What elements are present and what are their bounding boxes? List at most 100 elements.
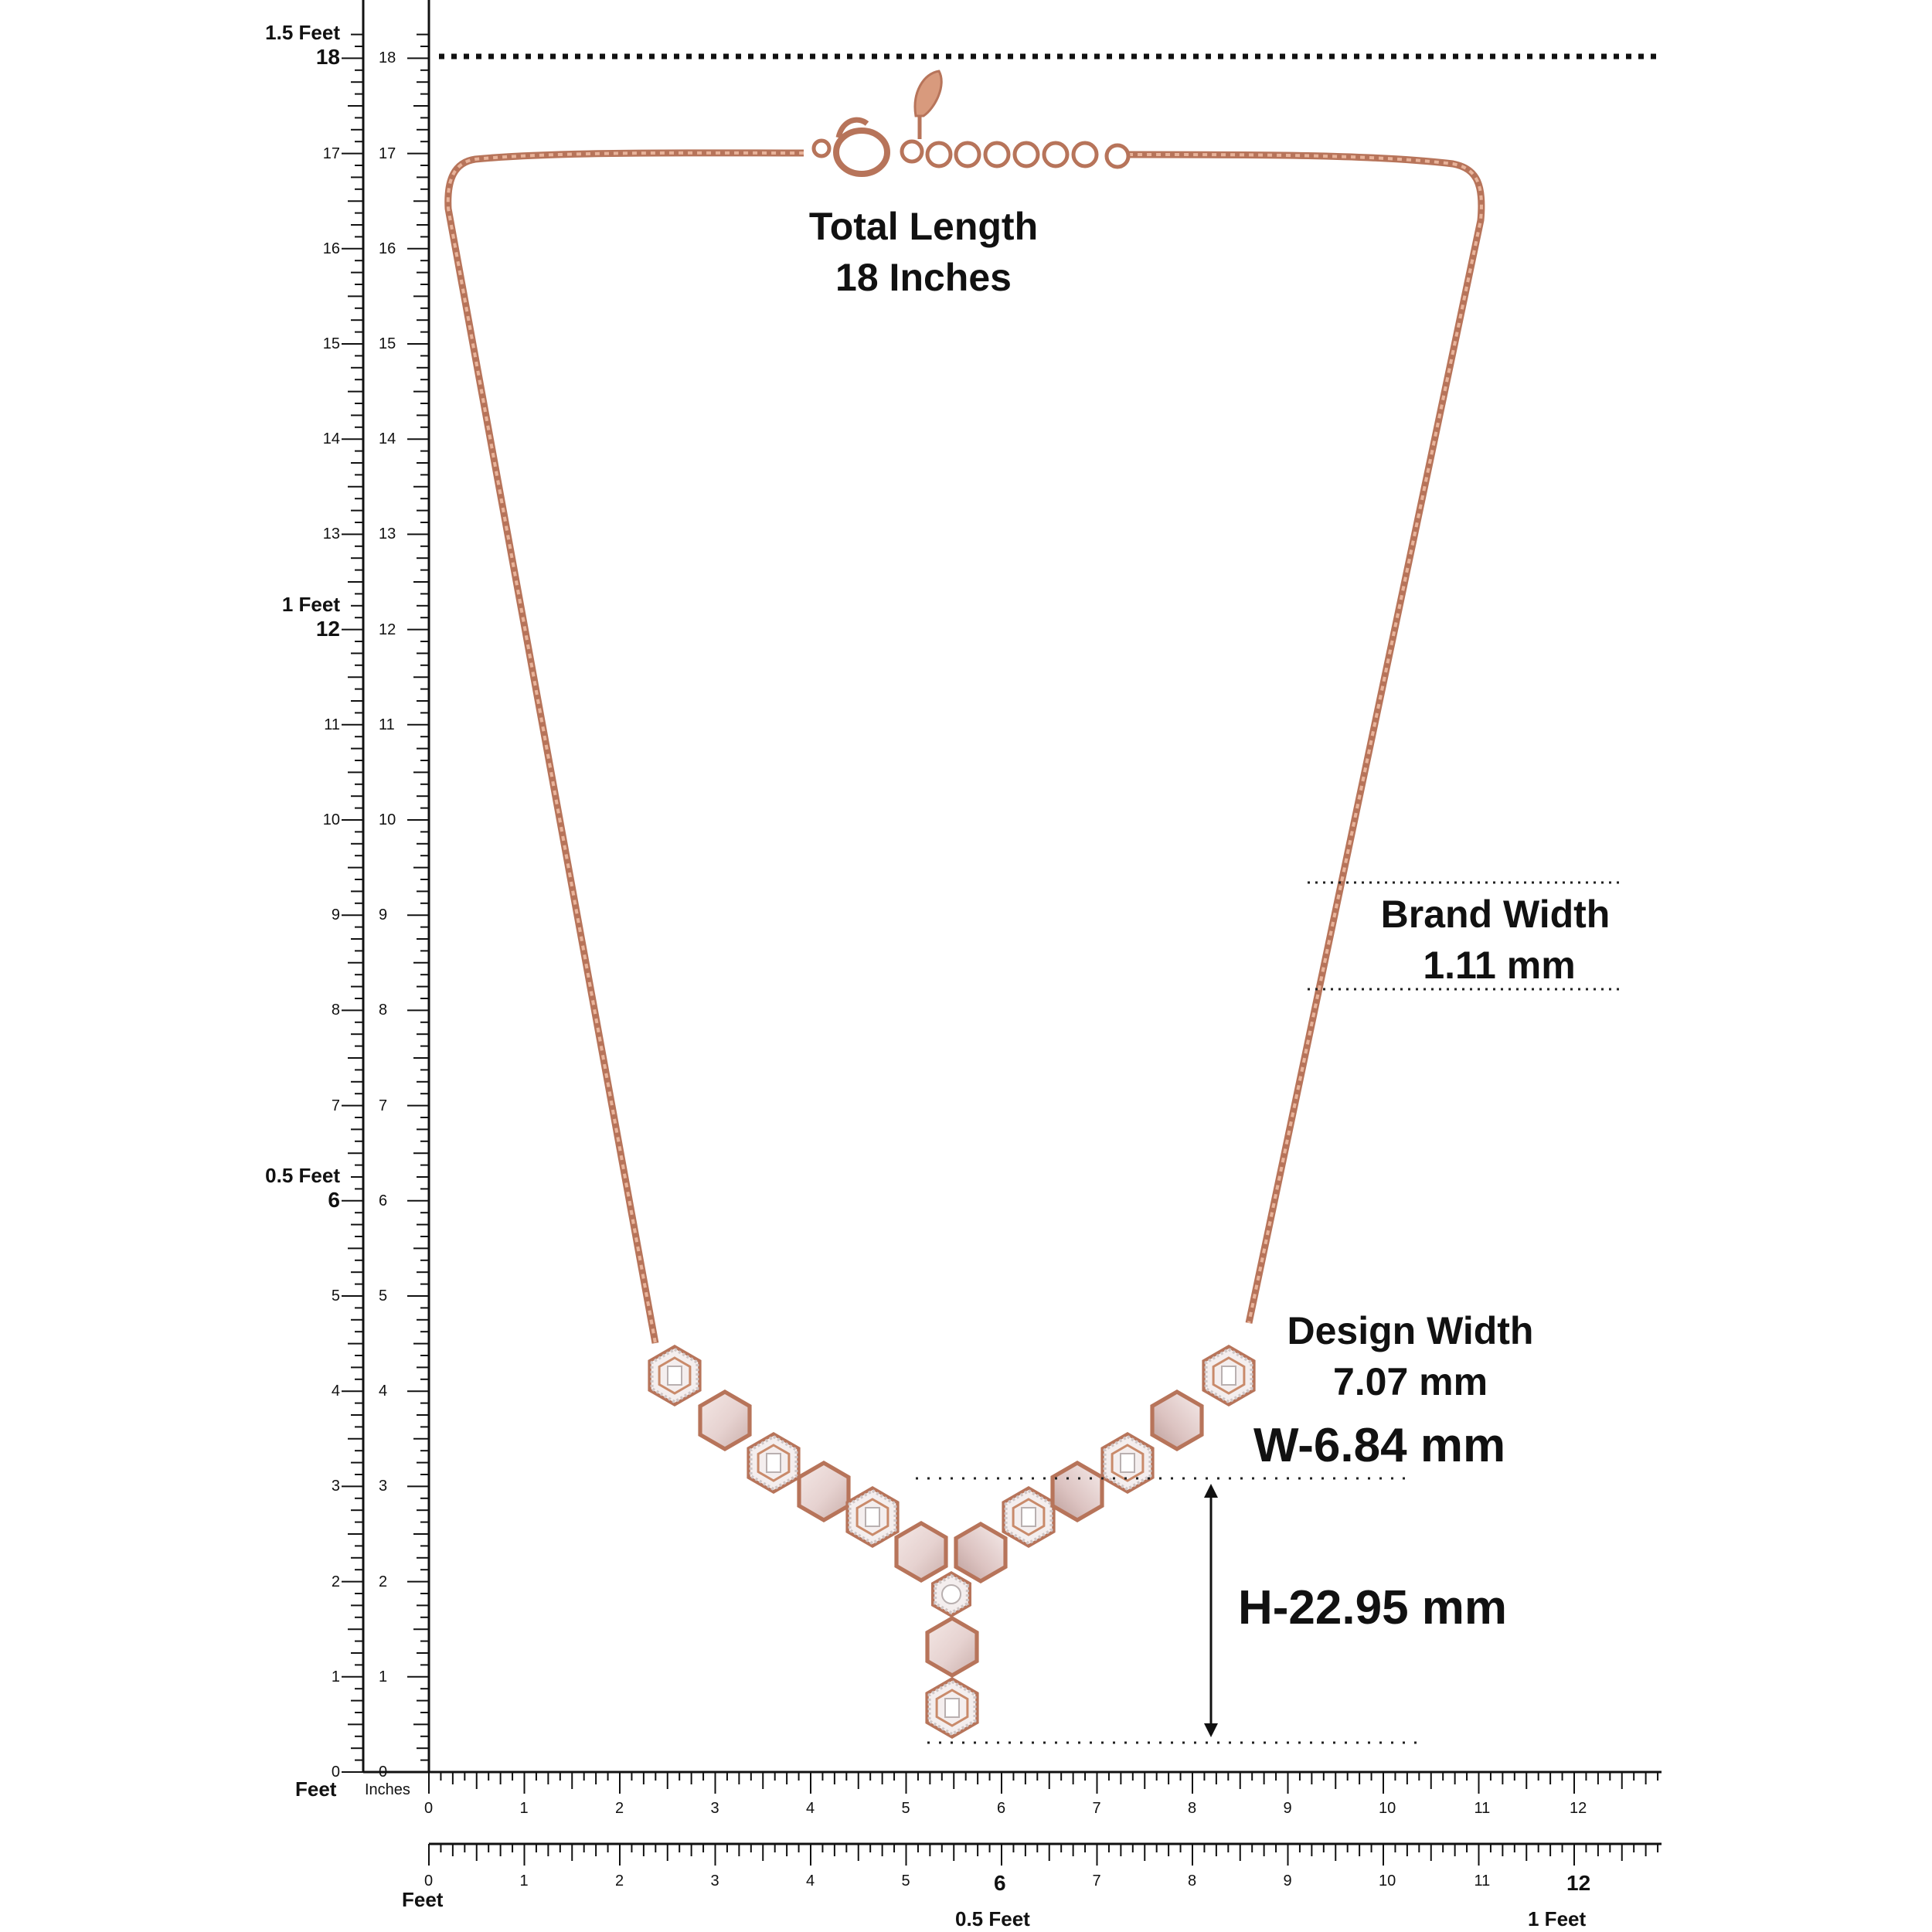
horizontal-feet-marker: 0.5 Feet (955, 1907, 1030, 1930)
pearl-hexagon (797, 1461, 851, 1522)
vertical-ruler-left-mark: 16 (322, 240, 340, 257)
stone-hexagon (845, 1486, 900, 1548)
horizontal-ruler-bottom-mark: 5 (901, 1872, 910, 1889)
horizontal-ruler-top-mark: 11 (1474, 1800, 1491, 1817)
vertical-ruler-right-mark: 15 (379, 335, 396, 352)
total-length-label: Total Length 18 Inches (773, 207, 1074, 297)
vertical-ruler-left-mark: 0 (331, 1764, 340, 1781)
stone-hexagon (931, 1571, 971, 1617)
hexagon-pendant (648, 1345, 1256, 1739)
vertical-ruler-right-mark: 18 (379, 49, 396, 67)
vertical-feet-marker: 1.5 Feet (265, 21, 340, 45)
vertical-ruler-feet-unit: Feet (295, 1777, 337, 1801)
vertical-ruler-left-mark: 14 (322, 430, 340, 448)
horizontal-ruler-top-mark: 1 (519, 1800, 529, 1817)
vertical-ruler-right-mark: 9 (379, 906, 388, 924)
vertical-ruler-left-mark: 12 (315, 616, 340, 641)
vertical-inch-ruler (342, 0, 430, 1773)
horizontal-ruler-bottom-mark: 3 (710, 1872, 719, 1889)
stone-hexagon (1100, 1432, 1155, 1494)
design-width-value: 7.07 mm (1332, 1360, 1488, 1403)
total-length-value: 18 Inches (835, 256, 1012, 299)
horizontal-ruler-bottom-mark: 6 (994, 1871, 1006, 1895)
stone-hexagon (747, 1432, 801, 1494)
pendant-width-label: W-6.84 mm (1253, 1419, 1506, 1472)
vertical-ruler-right-mark: 6 (379, 1192, 388, 1209)
design-width-label: Design Width 7.07 mm (1264, 1311, 1557, 1401)
vertical-ruler-left-mark: 6 (328, 1187, 340, 1212)
horizontal-ruler-top-mark: 7 (1092, 1800, 1101, 1817)
pearl-hexagon (954, 1522, 1008, 1583)
horizontal-ruler-bottom-mark: 10 (1379, 1872, 1396, 1889)
horizontal-ruler-bottom-mark: 2 (615, 1872, 624, 1889)
vertical-ruler-right-mark: 17 (379, 145, 396, 162)
vertical-ruler-left-mark: 9 (331, 906, 340, 924)
stone-hexagon (648, 1345, 702, 1406)
pearl-hexagon (698, 1389, 752, 1451)
vertical-ruler-left-mark: 13 (322, 526, 340, 543)
horizontal-ruler-top-mark: 8 (1188, 1800, 1197, 1817)
horizontal-inch-ruler (363, 1770, 1662, 1794)
design-width-title: Design Width (1287, 1309, 1534, 1352)
vertical-ruler-left-mark: 5 (331, 1287, 340, 1304)
vertical-ruler-left-mark: 7 (331, 1097, 340, 1114)
stone-hexagon (1002, 1486, 1056, 1548)
vertical-ruler-right-mark: 8 (379, 1002, 388, 1019)
vertical-ruler-left-mark: 8 (331, 1002, 340, 1019)
pearl-hexagon (925, 1616, 979, 1678)
vertical-ruler-left-mark: 11 (324, 716, 340, 733)
vertical-ruler-left-mark: 18 (315, 45, 340, 70)
vertical-ruler-right-mark: 14 (379, 430, 396, 448)
vertical-ruler-right-mark: 11 (379, 716, 395, 733)
vertical-ruler-left-mark: 15 (322, 335, 340, 352)
vertical-feet-marker: 1 Feet (281, 592, 340, 616)
vertical-ruler-inches-unit: Inches (365, 1781, 410, 1798)
horizontal-ruler-bottom-mark: 1 (519, 1872, 529, 1889)
extension-chain (900, 70, 1131, 169)
vertical-ruler-left-mark: 17 (322, 145, 340, 162)
horizontal-ruler-top-mark: 6 (997, 1800, 1006, 1817)
necklace-chain (444, 149, 1485, 1344)
vertical-ruler-left-mark: 2 (331, 1573, 340, 1590)
horizontal-ruler-top-mark: 0 (424, 1800, 434, 1817)
vertical-ruler-right-mark: 4 (379, 1383, 388, 1400)
vertical-ruler-right-mark: 12 (379, 621, 396, 638)
pearl-hexagon (1050, 1461, 1104, 1522)
vertical-ruler-right-mark: 0 (379, 1764, 388, 1781)
horizontal-ruler-top-mark: 12 (1570, 1800, 1587, 1817)
horizontal-ruler-bottom-mark: 4 (806, 1872, 815, 1889)
pearl-hexagon (894, 1521, 948, 1583)
horizontal-ruler-top-mark: 4 (806, 1800, 815, 1817)
brand-width-value: 1.11 mm (1423, 944, 1576, 987)
total-length-title: Total Length (808, 205, 1039, 248)
pendant-height-label: H-22.95 mm (1238, 1581, 1508, 1634)
brand-width-title: Brand Width (1380, 893, 1611, 936)
pearl-hexagon (1150, 1389, 1204, 1451)
vertical-ruler-left-mark: 3 (331, 1478, 340, 1495)
vertical-ruler-left-mark: 10 (322, 811, 340, 828)
horizontal-ruler-top-mark: 10 (1379, 1800, 1396, 1817)
horizontal-ruler-bottom-mark: 9 (1283, 1872, 1292, 1889)
vertical-feet-marker: 0.5 Feet (265, 1163, 340, 1187)
height-arrow (1204, 1484, 1218, 1737)
vertical-ruler-right-mark: 16 (379, 240, 396, 257)
vertical-ruler-right-mark: 5 (379, 1287, 388, 1304)
horizontal-ruler-bottom-mark: 8 (1188, 1872, 1197, 1889)
horizontal-ruler-feet-unit: Feet (402, 1888, 444, 1911)
horizontal-ruler-bottom-mark: 7 (1092, 1872, 1101, 1889)
vertical-ruler-right-mark: 10 (379, 811, 396, 828)
stone-hexagon (1202, 1345, 1256, 1406)
vertical-ruler-right-mark: 2 (379, 1573, 388, 1590)
horizontal-ruler-top-mark: 5 (901, 1800, 910, 1817)
horizontal-feet-marker: 1 Feet (1528, 1907, 1587, 1930)
stone-hexagon (925, 1677, 979, 1739)
vertical-ruler-left-mark: 4 (331, 1383, 340, 1400)
lobster-clasp (811, 117, 890, 177)
charm-tag (913, 70, 943, 117)
horizontal-ruler-bottom-mark: 0 (424, 1872, 434, 1889)
vertical-ruler-right-mark: 3 (379, 1478, 388, 1495)
vertical-ruler-right-mark: 7 (379, 1097, 388, 1114)
vertical-ruler-left-mark: 1 (331, 1668, 340, 1685)
horizontal-ruler-top-mark: 2 (615, 1800, 624, 1817)
